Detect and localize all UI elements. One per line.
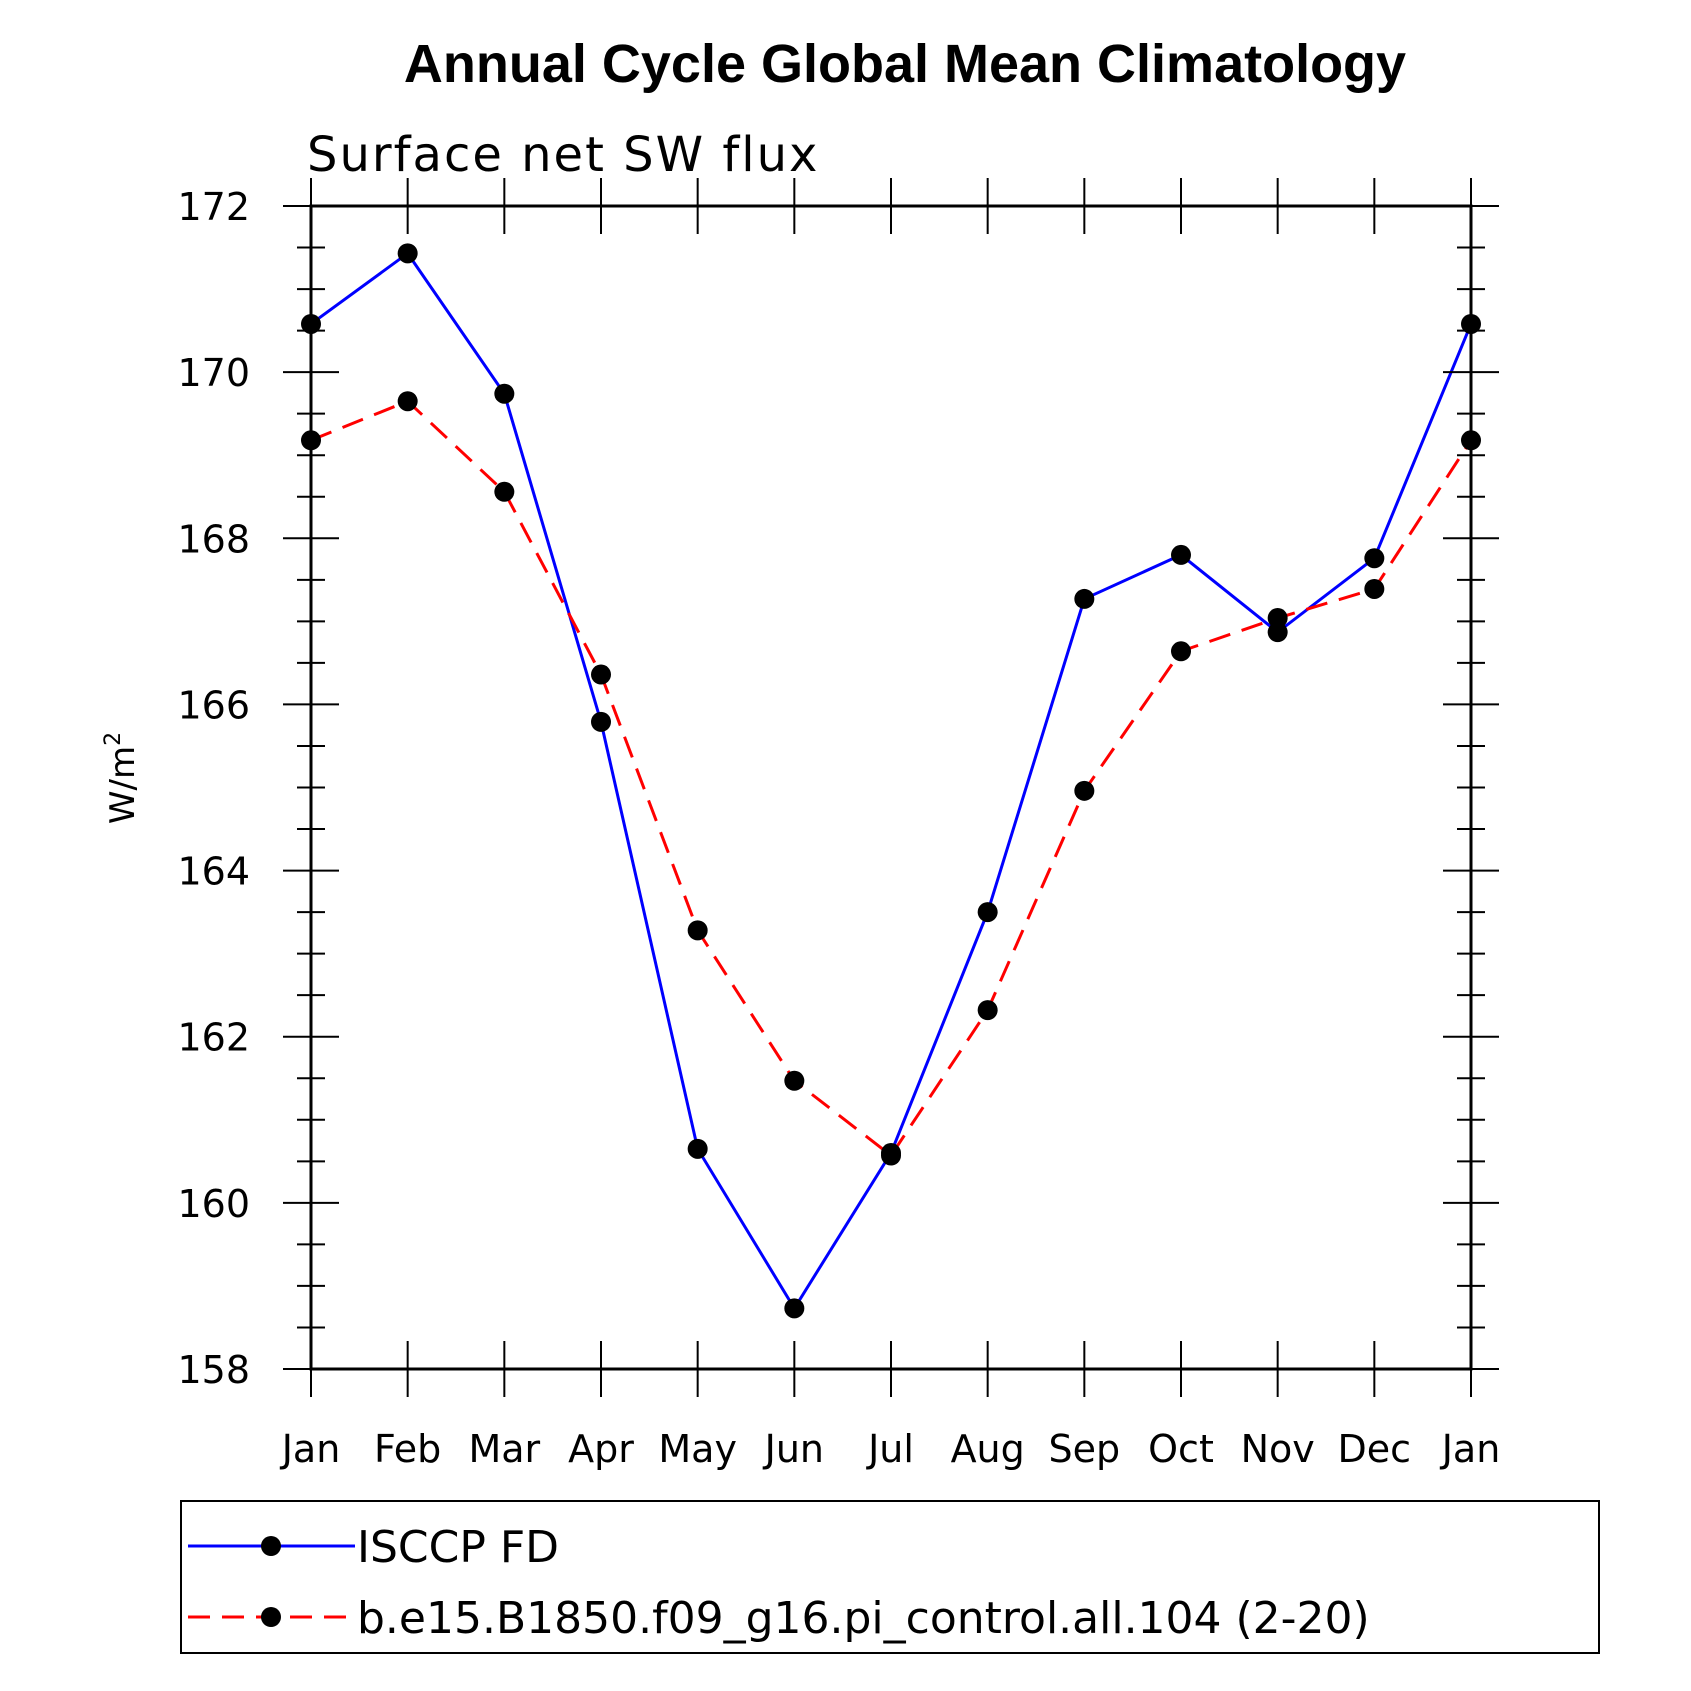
x-tick-label: Apr bbox=[568, 1427, 634, 1471]
legend-label-series-1: ISCCP FD bbox=[357, 1522, 559, 1573]
x-tick-label: May bbox=[658, 1427, 737, 1471]
x-axis: Jan Feb Mar Apr May Jun Jul Aug Sep Oct Nov Dec Jan bbox=[280, 178, 1501, 1471]
x-tick-label: Jun bbox=[763, 1427, 824, 1471]
series-1-point bbox=[687, 1138, 708, 1159]
series-1-point bbox=[784, 1298, 805, 1319]
x-tick-label: Jan bbox=[280, 1427, 341, 1471]
series-2-point bbox=[784, 1070, 805, 1091]
series-1-point bbox=[977, 902, 998, 923]
x-tick-label: Aug bbox=[951, 1427, 1025, 1471]
series-1-point bbox=[397, 243, 418, 264]
legend-box bbox=[180, 1500, 1600, 1654]
chart-subtitle: Surface net SW flux bbox=[307, 127, 819, 183]
x-tick-label: Sep bbox=[1049, 1427, 1121, 1471]
y-tick-label: 162 bbox=[177, 1016, 250, 1060]
y-axis: 158 160 162 164 166 168 170 172 bbox=[177, 185, 1499, 1392]
series-2-point bbox=[1074, 780, 1095, 801]
plot-area bbox=[301, 243, 1481, 1319]
legend: ISCCP FD b.e15.B1850.f09_g16.pi_control.… bbox=[180, 1500, 1600, 1654]
series-2-point bbox=[1267, 608, 1288, 629]
x-tick-label: Jan bbox=[1440, 1427, 1501, 1471]
legend-marker-series-1 bbox=[261, 1536, 281, 1556]
y-tick-label: 158 bbox=[177, 1348, 250, 1392]
y-tick-label: 168 bbox=[177, 517, 250, 561]
series-1-point bbox=[1171, 544, 1191, 565]
series-1-point bbox=[494, 383, 515, 404]
series-2-point bbox=[1364, 578, 1385, 599]
y-tick-label: 172 bbox=[177, 185, 250, 229]
series-2-point bbox=[397, 391, 418, 412]
series-2-point bbox=[881, 1145, 901, 1166]
y-tick-label: 166 bbox=[177, 683, 250, 727]
y-tick-label: 170 bbox=[177, 351, 250, 395]
x-tick-label: Mar bbox=[468, 1427, 540, 1471]
plot-frame bbox=[309, 204, 1473, 1371]
series-1-point bbox=[591, 711, 611, 732]
series-1-point bbox=[1364, 548, 1385, 569]
series-2-point bbox=[977, 1000, 998, 1021]
series-2-point bbox=[687, 920, 708, 941]
x-tick-label: Oct bbox=[1148, 1427, 1214, 1471]
series-2-point bbox=[494, 481, 515, 502]
chart-title: Annual Cycle Global Mean Climatology bbox=[404, 34, 1406, 94]
x-tick-label: Nov bbox=[1241, 1427, 1315, 1471]
series-line-2 bbox=[310, 399, 1473, 1158]
y-tick-label: 160 bbox=[177, 1182, 250, 1226]
y-tick-label: 164 bbox=[177, 850, 250, 894]
series-2-point bbox=[1171, 641, 1191, 662]
legend-marker-series-2 bbox=[261, 1607, 281, 1627]
legend-label-series-2: b.e15.B1850.f09_g16.pi_control.all.104 (… bbox=[357, 1593, 1370, 1644]
y-axis-label: W/m2 bbox=[101, 732, 143, 824]
series-2-point bbox=[591, 664, 611, 685]
series-1-point bbox=[1074, 588, 1095, 609]
x-tick-label: Jul bbox=[866, 1427, 914, 1471]
x-tick-label: Dec bbox=[1338, 1427, 1412, 1471]
series-1-point bbox=[1267, 622, 1288, 643]
x-tick-label: Feb bbox=[374, 1427, 441, 1471]
